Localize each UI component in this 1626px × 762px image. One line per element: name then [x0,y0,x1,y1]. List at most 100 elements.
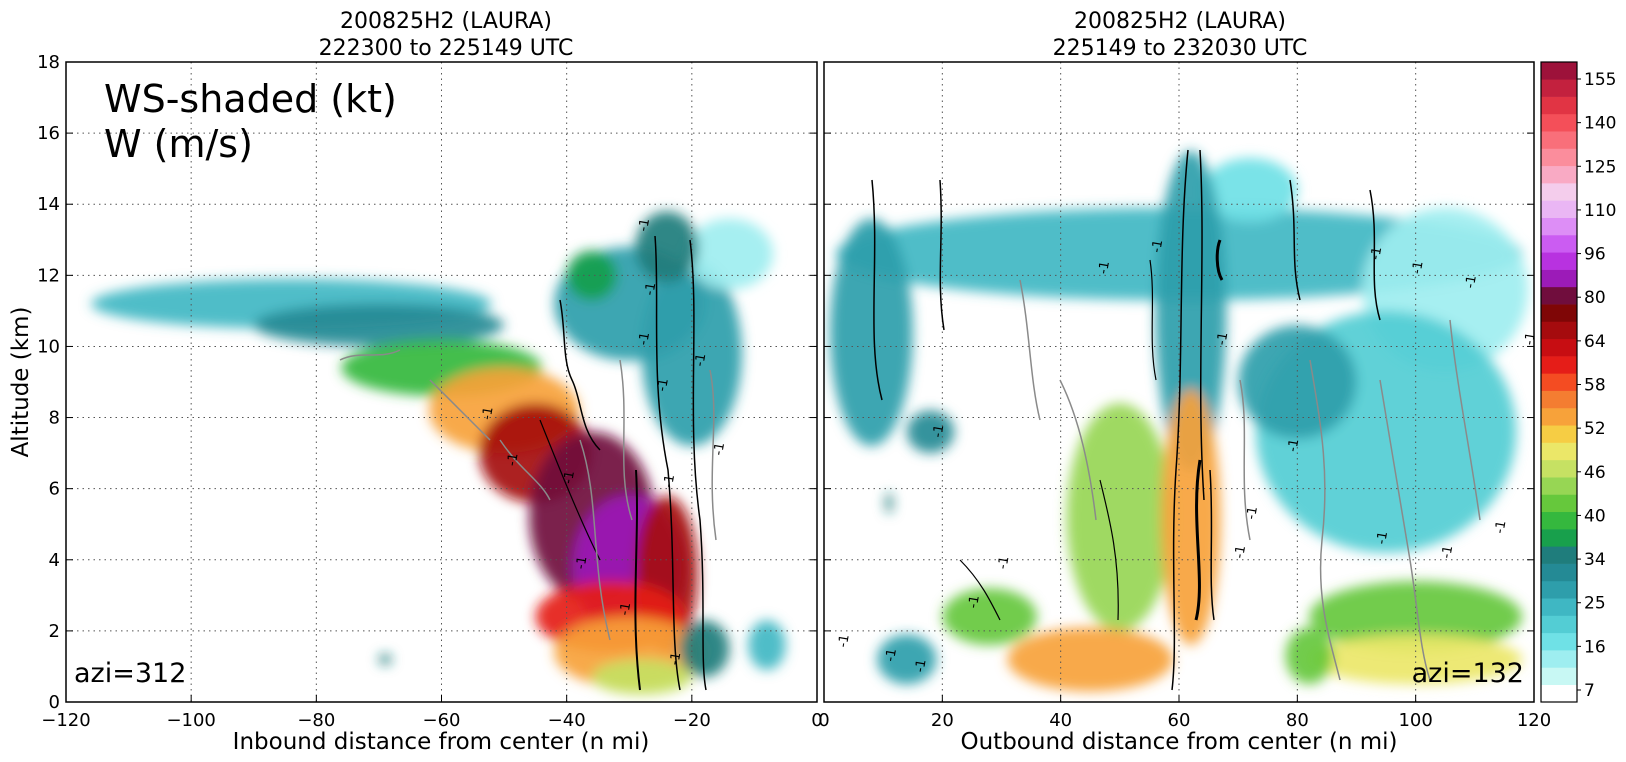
colorbar-swatch [1541,615,1577,634]
colorbar-tick-label: 25 [1584,594,1606,614]
right-panel: 200825H2 (LAURA) 225149 to 232030 UTC [818,9,1551,755]
colorbar-tick-label: 34 [1584,550,1606,570]
wind-cell-15 [591,659,692,695]
wind-cell-18 [378,654,392,665]
wind-cell-6 [1155,150,1227,471]
colorbar-swatch [1541,269,1577,288]
colorbar-tick-labels: 7 16 25 34 40 46 52 58 64 80 96 110 125 140 155 [1577,70,1616,701]
colorbar-tick-label: 58 [1584,376,1606,396]
contour-label: -1 [661,473,678,488]
colorbar-tick-label: 40 [1584,506,1606,526]
colorbar-swatch [1541,234,1577,253]
y-tick-label: 8 [49,408,60,429]
wind-cell-15 [1285,627,1333,685]
x-tick-label: 120 [1517,710,1551,731]
x-tick-label: 80 [1286,710,1309,731]
contour-label: -1 [1439,544,1456,559]
contour-label: -1 [836,633,853,648]
colorbar-tick-label: 96 [1584,245,1606,265]
left-azimuth-label: azi=312 [74,658,186,689]
colorbar-swatch [1541,667,1577,686]
x-tick-label: −20 [673,710,711,731]
y-tick-label: 12 [37,265,60,286]
colorbar-swatch [1541,148,1577,167]
x-tick-label: −80 [297,710,335,731]
contour-label: -1 [505,452,522,467]
x-tick-label: 20 [931,710,954,731]
contour-label: -1 [636,217,653,232]
colorbar-swatch [1541,96,1577,115]
y-tick-label: 6 [49,479,60,500]
x-tick-label: 40 [1049,710,1072,731]
wind-cell-10 [1309,581,1523,653]
colorbar-swatch [1541,321,1577,340]
colorbar-tick-label: 110 [1584,201,1616,221]
colorbar-tick-label: 16 [1584,637,1606,657]
contour-label: -1 [883,647,900,662]
contour-label: -1 [667,651,684,666]
colorbar-tick-label: 125 [1584,157,1616,177]
contour-label: -1 [711,441,728,456]
y-tick-label: 16 [37,123,60,144]
colorbar-swatch [1541,252,1577,270]
colorbar-swatch [1541,131,1577,149]
colorbar-swatch [1541,373,1577,391]
x-tick-label: −40 [548,710,586,731]
colorbar-swatch [1541,511,1577,530]
right-title-line1: 200825H2 (LAURA) [1074,9,1286,34]
left-title-line1: 200825H2 (LAURA) [340,9,552,34]
colorbar-swatch [1541,442,1577,461]
contour-label: -1 [1244,505,1261,520]
colorbar-swatch [1541,477,1577,495]
colorbar-swatch [1541,684,1577,703]
left-contour-labels: -1 -1 -1 -1 -1 -1 -1 -1 -1 -1 -1 -1 -1 [480,217,729,666]
colorbar-swatch [1541,650,1577,668]
colorbar-swatch [1541,632,1577,651]
contour-label: -1 [642,281,659,296]
contour-label: -1 [1214,331,1231,346]
left-wind-shading [91,211,786,695]
x-tick-label: −60 [423,710,461,731]
x-tick-label: −100 [166,710,215,731]
x-tick-label: −120 [41,710,90,731]
wind-cell-8 [1066,403,1174,631]
wind-cell-11 [1309,634,1523,685]
colorbar-tick-label: 140 [1584,114,1616,134]
colorbar-swatch [1541,286,1577,305]
x-tick-label: 0 [818,710,829,731]
colorbar-swatch [1541,200,1577,218]
left-axis-ticks: −120 −100 −80 −60 −40 −20 0 0 2 4 6 8 10 12 14 16 18 [37,52,823,731]
colorbar-swatch [1541,494,1577,513]
left-w-contours [339,235,717,691]
contour-label: -1 [573,555,590,570]
colorbar-tick-label: 155 [1584,70,1616,90]
contour-label: -1 [1285,438,1302,453]
left-x-axis-label: Inbound distance from center (n mi) [233,729,650,755]
colorbar-tick-label: 52 [1584,419,1606,439]
y-tick-label: 14 [37,194,60,215]
colorbar-swatch [1541,459,1577,478]
colorbar-swatch [1541,425,1577,443]
contour-label: -1 [1522,331,1539,346]
contour-label: -1 [692,352,709,367]
contour-label: -1 [1492,519,1509,534]
colorbar-swatch [1541,217,1577,236]
colorbar-swatch [1541,62,1577,80]
x-tick-label: 60 [1168,710,1191,731]
colorbar-tick-label: 7 [1584,681,1595,701]
contour-label: -1 [655,377,672,392]
wind-cell-1 [253,303,505,347]
wind-cell-7 [635,211,699,283]
contour-label: -1 [617,601,634,616]
colorbar-swatch [1541,598,1577,616]
left-annotation-line2: W (m/s) [104,122,253,166]
colorbar-tick-label: 80 [1584,288,1606,308]
wind-cell-2 [1202,158,1298,222]
colorbar-swatches [1541,62,1577,703]
contour-label: -1 [913,658,930,673]
wind-cell-3 [829,218,913,446]
contour-label: -1 [1463,274,1480,289]
wind-cell-9 [1161,389,1221,646]
right-plot-area: -1 -1 -1 -1 -1 -1 -1 -1 -1 -1 -1 -1 -1 -1 -1 -1 -1 -1 -1 [824,62,1539,702]
contour-label: -1 [966,594,983,609]
